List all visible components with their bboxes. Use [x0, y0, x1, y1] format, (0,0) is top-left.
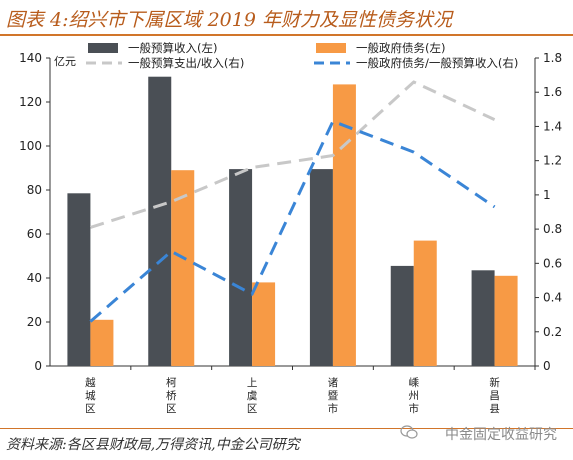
- legend-label: 一般政府债务(左): [356, 41, 445, 55]
- legend-label: 一般政府债务/一般预算收入(右): [356, 56, 518, 70]
- y-tick-label: 20: [27, 315, 42, 329]
- x-tick-label: 上虞区: [247, 377, 258, 415]
- legend-swatch: [88, 43, 118, 53]
- y2-tick-label: 0.8: [543, 222, 562, 236]
- bar-revenue: [67, 193, 91, 366]
- x-tick-label: 诸暨市: [328, 377, 339, 415]
- bars: [67, 76, 518, 367]
- bar-debt: [252, 282, 276, 366]
- y2-tick-label: 0.6: [543, 256, 562, 270]
- y2-tick-label: 1.6: [543, 85, 562, 99]
- x-tick-label: 新昌县: [489, 376, 500, 415]
- bar-revenue: [471, 270, 495, 366]
- y-tick-label: 140: [19, 51, 42, 65]
- y2-tick-label: 1.2: [543, 154, 562, 168]
- axes: 0 20 40 60 80 100 120 140 亿元 0 0.2 0.4 0.6 0.8 1 1.2 1.4…: [19, 51, 562, 415]
- wechat-icon: [400, 425, 418, 439]
- title-bar: 图表 4:绍兴市下属区域 2019 年财力及显性债务状况: [0, 0, 573, 36]
- chart: 0 20 40 60 80 100 120 140 亿元 0 0.2 0.4 0.6 0.8 1 1.2 1.4…: [19, 41, 562, 415]
- y-tick-label: 0: [34, 359, 42, 373]
- bar-revenue: [148, 76, 172, 366]
- bar-debt: [332, 84, 356, 367]
- y2-tick-label: 1.8: [543, 51, 562, 65]
- footer-divider: [0, 428, 573, 429]
- x-tick-label: 越城区: [85, 376, 96, 415]
- y2-tick-label: 1.4: [543, 119, 562, 133]
- x-tick-label: 柯桥区: [166, 376, 177, 415]
- legend-label: 一般预算收入(左): [128, 41, 217, 55]
- y2-tick-label: 0.2: [543, 325, 562, 339]
- chart-title: 图表 4:绍兴市下属区域 2019 年财力及显性债务状况: [6, 9, 452, 31]
- y-tick-label: 100: [19, 139, 42, 153]
- lines: [89, 80, 496, 323]
- bar-debt: [90, 319, 114, 366]
- bar-revenue: [309, 169, 333, 366]
- watermark: 中金固定收益研究: [445, 427, 557, 443]
- y-tick-label: 40: [27, 271, 42, 285]
- bar-revenue: [390, 265, 414, 366]
- bar-revenue: [229, 169, 253, 366]
- bar-debt: [494, 275, 518, 366]
- bar-debt: [413, 240, 437, 366]
- source-note: 资料来源:各区县财政局,万得资讯,中金公司研究: [6, 437, 300, 453]
- line-expense-ratio: [89, 80, 496, 229]
- x-tick-label: 嵊州市: [409, 376, 420, 415]
- legend: 一般预算收入(左) 一般政府债务(左) 一般预算支出/收入(右) 一般政府债务/一般预…: [86, 41, 518, 70]
- y-axis-unit: 亿元: [54, 55, 76, 68]
- line-debt-ratio: [89, 119, 496, 323]
- y2-tick-label: 1: [543, 188, 551, 202]
- y2-tick-label: 0: [543, 359, 551, 373]
- y-tick-label: 60: [27, 227, 42, 241]
- legend-swatch: [316, 43, 346, 53]
- y2-tick-label: 0.4: [543, 291, 562, 305]
- y-tick-label: 120: [19, 95, 42, 109]
- bar-debt: [171, 170, 195, 366]
- legend-label: 一般预算支出/收入(右): [128, 56, 244, 70]
- y-tick-label: 80: [27, 183, 42, 197]
